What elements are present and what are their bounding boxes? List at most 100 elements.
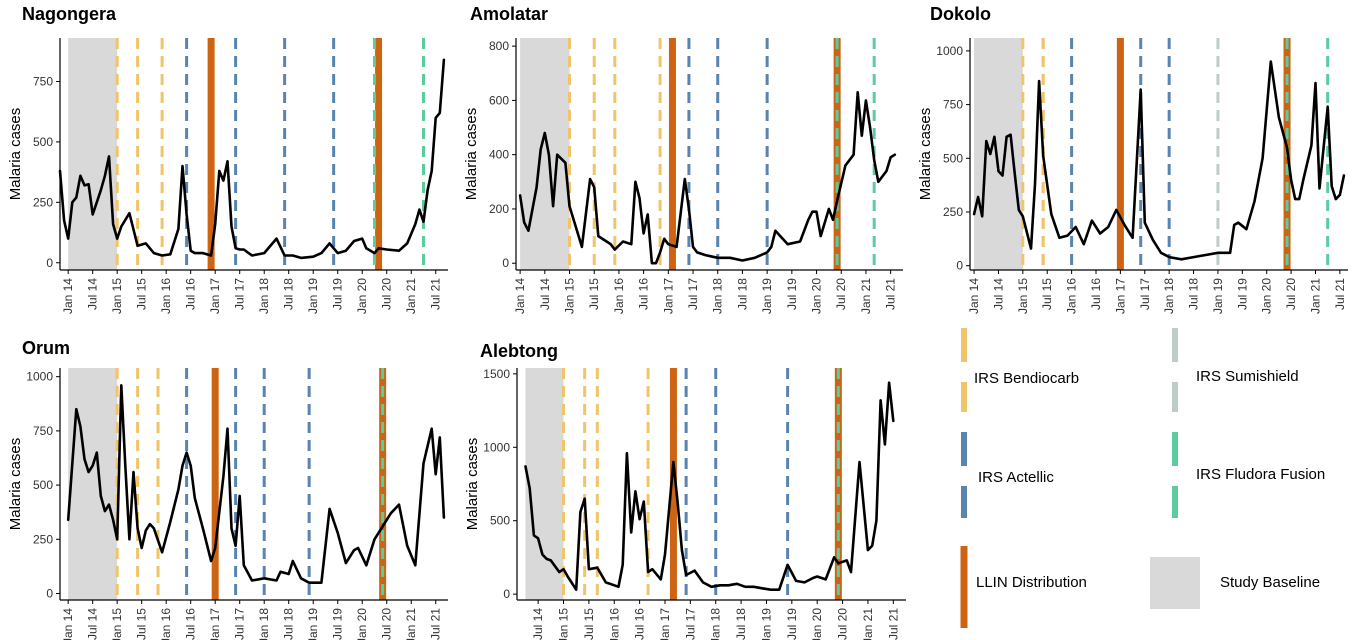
x-tick-label: Jan 15 (110, 608, 124, 640)
x-tick-label: Jul 19 (785, 608, 799, 640)
x-tick-label: Jul 18 (734, 608, 748, 640)
y-axis-title: Malaria cases (7, 438, 24, 531)
x-tick-label: Jan 19 (759, 608, 773, 640)
x-tick-label: Jan 15 (110, 278, 124, 314)
x-tick-label: Jul 15 (1040, 278, 1054, 310)
malaria-cases-line (524, 381, 895, 592)
x-tick-label: Jul 20 (380, 278, 394, 310)
x-tick-label: Jul 15 (587, 278, 601, 310)
y-axis-title: Malaria cases (463, 108, 480, 201)
panel-title-orum: Orum (22, 338, 71, 358)
y-axis-title: Malaria cases (917, 108, 934, 201)
panel-title-amolatar: Amolatar (470, 4, 549, 24)
y-tick-label: 1500 (483, 367, 510, 381)
y-tick-label: 500 (490, 514, 510, 528)
x-tick-label: Jul 18 (282, 278, 296, 310)
legend-label-irs-actellic: IRS Actellic (978, 469, 1054, 486)
x-tick-label: Jan 19 (760, 278, 774, 314)
y-tick-label: 750 (33, 75, 53, 89)
y-tick-label: 400 (489, 148, 509, 162)
y-tick-label: 0 (46, 256, 53, 270)
panel-title-dokolo: Dokolo (930, 4, 991, 24)
x-tick-label: Jul 15 (135, 278, 149, 310)
x-tick-label: Jan 18 (257, 278, 271, 314)
legend (960, 328, 1200, 628)
x-tick-label: Jul 14 (531, 608, 545, 640)
study-baseline-region (68, 38, 118, 270)
x-tick-label: Jul 14 (991, 278, 1005, 310)
y-tick-label: 500 (33, 135, 53, 149)
y-tick-label: 500 (33, 478, 53, 492)
x-tick-label: Jul 19 (1235, 278, 1249, 310)
x-tick-label: Jan 18 (709, 608, 723, 640)
x-tick-label: Jan 19 (306, 278, 320, 314)
legend-label-llin-distribution: LLIN Distribution (976, 574, 1087, 591)
x-tick-label: Jan 17 (661, 278, 675, 314)
legend-label-irs-sumishield: IRS Sumishield (1196, 368, 1299, 385)
study-baseline-region (520, 38, 570, 270)
x-tick-label: Jan 18 (1162, 278, 1176, 314)
x-tick-label: Jan 19 (306, 608, 320, 640)
x-tick-label: Jan 17 (208, 608, 222, 640)
x-tick-label: Jan 16 (612, 278, 626, 314)
x-tick-label: Jul 20 (834, 278, 848, 310)
x-tick-label: Jan 21 (404, 278, 418, 314)
legend-label-study-baseline: Study Baseline (1220, 574, 1321, 591)
study-baseline-region (525, 368, 564, 600)
legend-label-irs-fludora-fusion: IRS Fludora Fusion (1196, 466, 1326, 483)
chart-panel-0: 0 250 500 750 Jan 14 Jul 14 Jan 15 Jul 15 Jan 16… (7, 38, 448, 314)
study-baseline-region (68, 368, 118, 600)
x-tick-label: Jul 21 (884, 278, 898, 310)
chart-panel-3: 0 250 500 750 1000 Jan 14 Jul 14 Jan 15 Jul 15 Ja… (7, 368, 448, 640)
x-tick-label: Jan 20 (355, 608, 369, 640)
x-tick-label: Jul 16 (184, 608, 198, 640)
malaria-cases-line (66, 383, 446, 585)
x-tick-label: Jan 17 (658, 608, 672, 640)
y-tick-label: 250 (943, 205, 963, 219)
x-tick-label: Jan 14 (61, 278, 75, 314)
y-tick-label: 250 (33, 195, 53, 209)
y-tick-label: 0 (502, 256, 509, 270)
y-tick-label: 250 (33, 532, 53, 546)
study-baseline-region (974, 38, 1023, 270)
x-tick-label: Jan 15 (563, 278, 577, 314)
x-tick-label: Jan 14 (61, 608, 75, 640)
x-tick-label: Jul 19 (331, 608, 345, 640)
y-tick-label: 800 (489, 39, 509, 53)
x-tick-label: Jul 17 (233, 278, 247, 310)
y-tick-label: 750 (33, 424, 53, 438)
x-tick-label: Jul 16 (184, 278, 198, 310)
x-tick-label: Jan 21 (861, 608, 875, 640)
x-tick-label: Jan 14 (967, 278, 981, 314)
x-tick-label: Jan 14 (513, 278, 527, 314)
x-tick-label: Jan 16 (1065, 278, 1079, 314)
x-tick-label: Jan 19 (1211, 278, 1225, 314)
x-tick-label: Jul 18 (282, 608, 296, 640)
x-tick-label: Jan 21 (859, 278, 873, 314)
x-tick-label: Jul 21 (886, 608, 900, 640)
x-tick-label: Jul 15 (582, 608, 596, 640)
x-tick-label: Jul 16 (1089, 278, 1103, 310)
x-tick-label: Jul 14 (538, 278, 552, 310)
chart-panel-2: 0 250 500 750 1000 Jan 14 Jul 14 Jan 15 Jul 15 Ja… (917, 38, 1348, 314)
x-tick-label: Jan 21 (404, 608, 418, 640)
x-tick-label: Jan 17 (208, 278, 222, 314)
y-tick-label: 0 (503, 587, 510, 601)
x-tick-label: Jul 17 (683, 608, 697, 640)
x-tick-label: Jan 21 (1308, 278, 1322, 314)
x-tick-label: Jul 18 (1187, 278, 1201, 310)
x-tick-label: Jan 16 (607, 608, 621, 640)
panel-title-nagongera: Nagongera (22, 4, 117, 24)
x-tick-label: Jul 18 (735, 278, 749, 310)
y-tick-label: 1000 (483, 440, 510, 454)
x-tick-label: Jul 20 (380, 608, 394, 640)
x-tick-label: Jan 20 (1260, 278, 1274, 314)
x-tick-label: Jan 15 (1016, 278, 1030, 314)
y-tick-label: 0 (956, 259, 963, 273)
malaria-cases-line (58, 58, 446, 260)
y-axis-title: Malaria cases (7, 108, 24, 201)
legend-key-study-baseline (1150, 557, 1200, 609)
malaria-cases-line (518, 91, 897, 265)
y-axis-title: Malaria cases (464, 438, 481, 531)
